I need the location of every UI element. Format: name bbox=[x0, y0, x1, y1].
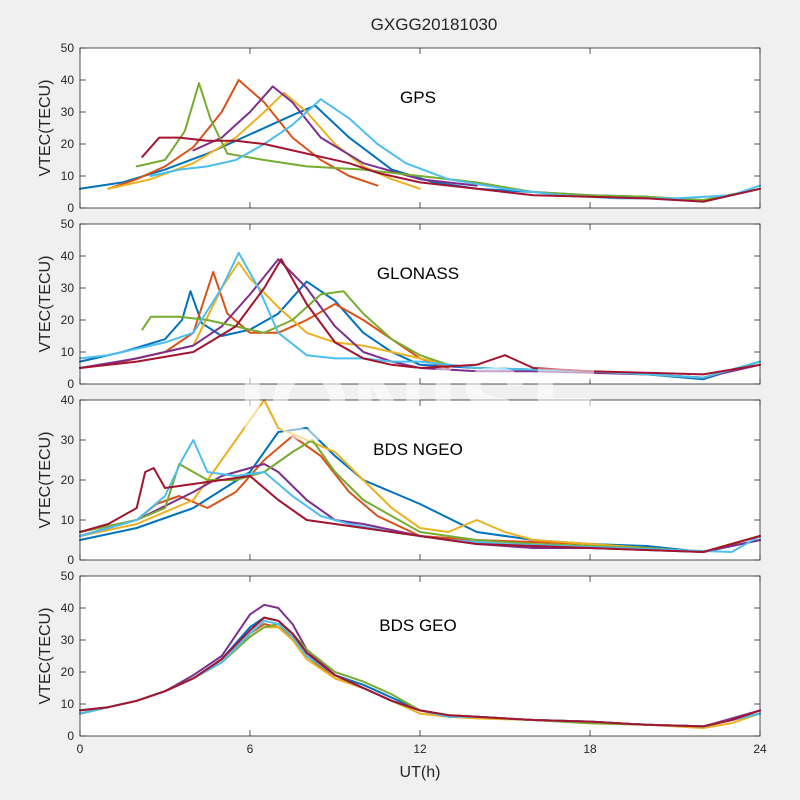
panel-label: BDS NGEO bbox=[373, 440, 463, 459]
y-axis-label: VTEC(TECU) bbox=[37, 80, 54, 177]
y-tick-label: 30 bbox=[61, 281, 75, 295]
y-tick-label: 0 bbox=[67, 729, 74, 743]
y-tick-label: 10 bbox=[61, 169, 75, 183]
y-tick-label: 30 bbox=[61, 633, 75, 647]
plot-area bbox=[80, 576, 760, 736]
y-axis-label: VTEC(TECU) bbox=[37, 256, 54, 353]
y-tick-label: 20 bbox=[61, 665, 75, 679]
plot-area bbox=[80, 48, 760, 208]
panel-label: GLONASS bbox=[377, 264, 459, 283]
y-tick-label: 40 bbox=[61, 601, 75, 615]
y-axis-label: VTEC(TECU) bbox=[37, 432, 54, 529]
y-tick-label: 10 bbox=[61, 697, 75, 711]
y-tick-label: 50 bbox=[61, 217, 75, 231]
plot-area bbox=[80, 400, 760, 560]
series-line-6 bbox=[79, 467, 761, 553]
y-tick-label: 30 bbox=[61, 105, 75, 119]
y-axis-label: VTEC(TECU) bbox=[37, 608, 54, 705]
series-line-4 bbox=[135, 82, 761, 201]
y-tick-label: 10 bbox=[61, 513, 75, 527]
watermark: IONISE bbox=[238, 347, 603, 463]
y-tick-label: 0 bbox=[67, 553, 74, 567]
x-tick-label: 24 bbox=[753, 742, 767, 756]
panel-1: 0 10 20 30 40 50 VTEC(TECU) GLONASS bbox=[37, 217, 761, 391]
y-tick-label: 20 bbox=[61, 473, 75, 487]
series-line-6 bbox=[79, 258, 761, 376]
panels: 0 10 20 30 40 50 VTEC(TECU) GPS 0 10 20 30 40 50 VTEC(… bbox=[37, 41, 767, 756]
y-tick-label: 10 bbox=[61, 345, 75, 359]
panel-label: GPS bbox=[400, 88, 436, 107]
y-tick-label: 0 bbox=[67, 377, 74, 391]
series-line-6 bbox=[141, 136, 761, 203]
series-line-1 bbox=[107, 79, 379, 190]
y-tick-label: 30 bbox=[61, 433, 75, 447]
y-tick-label: 40 bbox=[61, 73, 75, 87]
y-tick-label: 40 bbox=[61, 249, 75, 263]
panel-0: 0 10 20 30 40 50 VTEC(TECU) GPS bbox=[37, 41, 761, 215]
x-tick-label: 0 bbox=[77, 742, 84, 756]
y-tick-label: 50 bbox=[61, 41, 75, 55]
y-tick-label: 40 bbox=[61, 393, 75, 407]
x-tick-label: 6 bbox=[247, 742, 254, 756]
x-tick-label: 18 bbox=[583, 742, 597, 756]
series-line-6 bbox=[79, 616, 761, 728]
series-line-2 bbox=[79, 399, 761, 553]
panel-label: BDS GEO bbox=[379, 616, 456, 635]
series-line-3 bbox=[79, 258, 761, 379]
x-axis-label: UT(h) bbox=[400, 764, 441, 781]
x-tick-label: 12 bbox=[413, 742, 427, 756]
chart-title: GXGG20181030 bbox=[371, 15, 498, 34]
panel-3: 0 10 20 30 40 50 0 6 12 18 24 VTEC(TECU) BDS GEO bbox=[37, 569, 767, 756]
y-tick-label: 20 bbox=[61, 137, 75, 151]
y-tick-label: 0 bbox=[67, 201, 74, 215]
y-tick-label: 20 bbox=[61, 313, 75, 327]
panel-2: 0 10 20 30 40 VTEC(TECU) BDS NGEO bbox=[37, 393, 761, 567]
y-tick-label: 50 bbox=[61, 569, 75, 583]
